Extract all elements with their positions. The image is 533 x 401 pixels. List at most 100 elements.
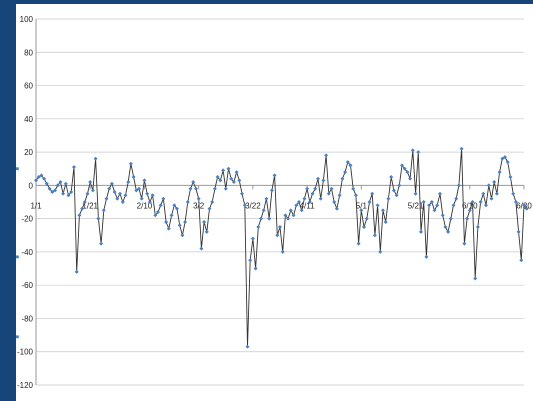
data-point [115, 196, 120, 201]
data-point [494, 191, 499, 196]
data-point [137, 186, 141, 191]
data-point [465, 216, 470, 221]
data-point [237, 178, 242, 183]
data-point [424, 254, 429, 259]
data-point [489, 196, 494, 201]
data-point [435, 203, 440, 208]
data-point [516, 229, 521, 234]
data-point [180, 233, 185, 238]
data-point [440, 213, 445, 218]
data-point [353, 193, 358, 198]
data-point [142, 178, 147, 183]
data-point [497, 170, 502, 175]
data-point [432, 208, 437, 213]
data-point [248, 258, 253, 263]
data-point [375, 203, 380, 208]
data-point [505, 160, 510, 165]
data-point [240, 191, 244, 196]
line-chart: 100 80 60 40 20 0 -20 -40 -60 -80 -100 -120 1/1 1/21 2… [16, 15, 532, 390]
data-point [123, 193, 128, 198]
data-point [421, 200, 426, 204]
data-point [280, 249, 285, 254]
data-point [234, 170, 239, 175]
data-point [229, 176, 234, 181]
data-point [356, 241, 361, 246]
data-point [503, 155, 507, 160]
data-point [199, 246, 204, 251]
data-point [302, 196, 307, 201]
data-point [172, 203, 177, 208]
data-point [77, 213, 82, 218]
data-point [310, 191, 315, 196]
data-point [204, 229, 209, 234]
data-point [120, 200, 125, 204]
data-point [467, 208, 472, 213]
data-point [334, 206, 339, 211]
data-point [153, 213, 158, 218]
data-point [291, 213, 296, 218]
data-point [326, 191, 331, 196]
data-point [93, 156, 98, 161]
y-tick-label: -40 [21, 248, 33, 257]
data-point [221, 168, 226, 173]
data-point [196, 196, 201, 201]
data-point [231, 180, 236, 184]
data-point [16, 167, 19, 171]
y-tick-label: 0 [29, 181, 34, 190]
data-point [212, 186, 217, 191]
data-point [386, 196, 391, 201]
data-point [272, 173, 277, 178]
data-point [275, 233, 280, 238]
data-point [351, 186, 356, 191]
data-point [486, 183, 491, 188]
data-point [223, 186, 228, 191]
data-point [473, 276, 478, 281]
data-point [362, 225, 366, 229]
data-point [145, 191, 150, 196]
data-point [343, 170, 348, 175]
x-tick-label: 5/21 [408, 201, 424, 210]
data-point [370, 191, 375, 196]
data-point [478, 200, 483, 204]
data-point [484, 203, 488, 208]
data-point [454, 196, 459, 201]
data-point [164, 220, 169, 224]
data-point [324, 153, 329, 158]
data-point [340, 176, 345, 181]
data-point [185, 200, 190, 204]
data-point [446, 229, 451, 234]
y-tick-label: -100 [17, 348, 34, 357]
data-point [419, 229, 423, 234]
data-point [90, 188, 95, 193]
x-tick-label: 3/22 [245, 201, 261, 210]
data-point [397, 183, 402, 188]
data-point [294, 203, 299, 208]
data-point [299, 208, 304, 213]
x-tick-label: 6/10 [462, 201, 478, 210]
data-point [139, 196, 144, 201]
data-point [210, 200, 215, 204]
data-point [332, 200, 337, 204]
y-tick-label: -20 [21, 215, 33, 224]
data-point [107, 186, 112, 191]
data-point [207, 206, 212, 211]
data-point [256, 225, 261, 229]
data-point [134, 188, 139, 193]
data-point [194, 186, 198, 191]
data-point [313, 186, 318, 191]
data-point [226, 166, 231, 171]
data-point [378, 249, 383, 254]
y-tick-label: -60 [21, 281, 33, 290]
data-point [158, 203, 163, 208]
data-point [278, 225, 282, 229]
data-point [61, 191, 66, 196]
data-point [329, 186, 334, 191]
data-point [475, 225, 480, 229]
data-point [16, 255, 19, 259]
y-tick-label: 100 [20, 15, 34, 24]
data-point [448, 216, 453, 221]
y-tick-label: 80 [24, 48, 33, 57]
data-point [109, 181, 114, 186]
data-point [118, 191, 122, 196]
